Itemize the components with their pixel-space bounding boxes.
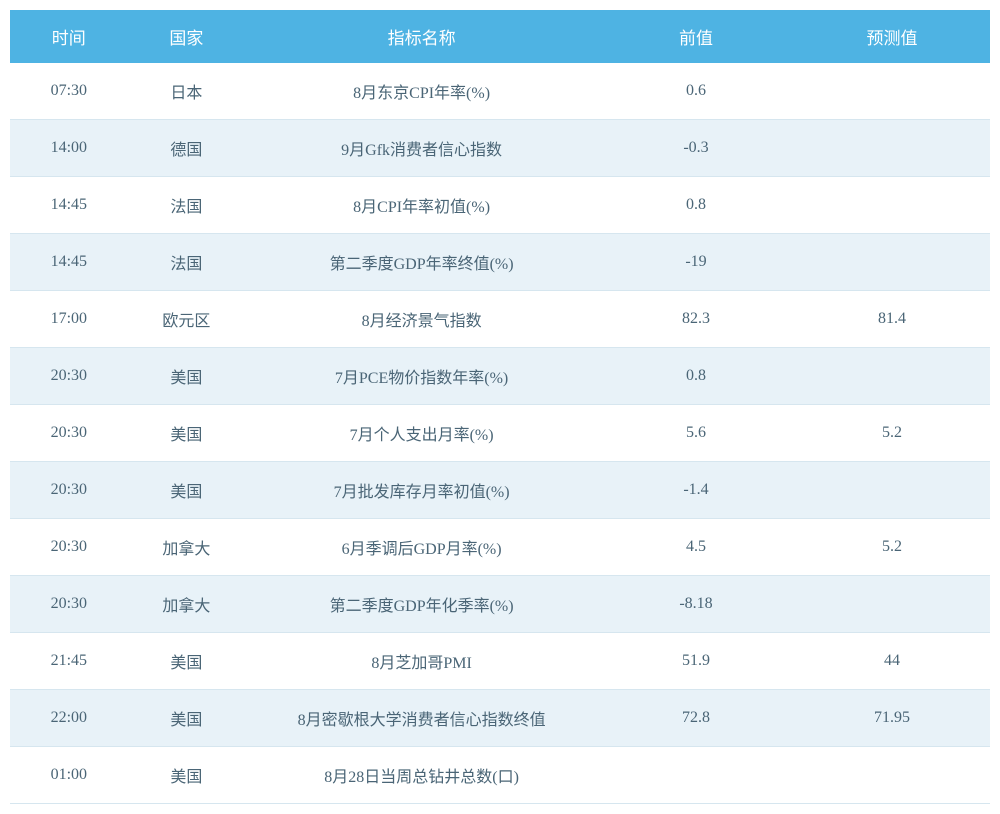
cell-forecast — [794, 120, 990, 177]
cell-forecast: 44 — [794, 633, 990, 690]
cell-previous: 0.8 — [598, 177, 794, 234]
cell-previous: -19 — [598, 234, 794, 291]
cell-country: 美国 — [128, 690, 246, 747]
cell-indicator: 7月批发库存月率初值(%) — [245, 462, 598, 519]
cell-forecast — [794, 576, 990, 633]
table-row: 01:00美国8月28日当周总钻井总数(口) — [10, 747, 990, 804]
cell-forecast — [794, 63, 990, 120]
table-row: 20:30美国7月个人支出月率(%)5.65.2 — [10, 405, 990, 462]
cell-time: 14:45 — [10, 177, 128, 234]
table-row: 20:30美国7月PCE物价指数年率(%)0.8 — [10, 348, 990, 405]
table-row: 17:00欧元区8月经济景气指数82.381.4 — [10, 291, 990, 348]
cell-country: 日本 — [128, 63, 246, 120]
table-row: 20:30美国7月批发库存月率初值(%)-1.4 — [10, 462, 990, 519]
cell-indicator: 7月个人支出月率(%) — [245, 405, 598, 462]
cell-country: 美国 — [128, 348, 246, 405]
economic-indicators-table: 时间 国家 指标名称 前值 预测值 07:30日本8月东京CPI年率(%)0.6… — [10, 10, 990, 804]
cell-previous: 82.3 — [598, 291, 794, 348]
cell-indicator: 8月芝加哥PMI — [245, 633, 598, 690]
table-row: 20:30加拿大6月季调后GDP月率(%)4.55.2 — [10, 519, 990, 576]
cell-time: 20:30 — [10, 405, 128, 462]
cell-country: 加拿大 — [128, 519, 246, 576]
cell-forecast: 81.4 — [794, 291, 990, 348]
cell-forecast — [794, 462, 990, 519]
cell-previous: 0.6 — [598, 63, 794, 120]
cell-indicator: 6月季调后GDP月率(%) — [245, 519, 598, 576]
cell-time: 22:00 — [10, 690, 128, 747]
table-row: 14:00德国9月Gfk消费者信心指数-0.3 — [10, 120, 990, 177]
cell-country: 法国 — [128, 234, 246, 291]
cell-indicator: 7月PCE物价指数年率(%) — [245, 348, 598, 405]
cell-previous: 51.9 — [598, 633, 794, 690]
cell-time: 01:00 — [10, 747, 128, 804]
cell-indicator: 8月密歇根大学消费者信心指数终值 — [245, 690, 598, 747]
cell-previous: 5.6 — [598, 405, 794, 462]
cell-forecast — [794, 177, 990, 234]
header-time: 时间 — [10, 10, 128, 63]
cell-forecast — [794, 234, 990, 291]
cell-time: 20:30 — [10, 462, 128, 519]
cell-indicator: 第二季度GDP年率终值(%) — [245, 234, 598, 291]
cell-forecast — [794, 348, 990, 405]
table-body: 07:30日本8月东京CPI年率(%)0.614:00德国9月Gfk消费者信心指… — [10, 63, 990, 804]
cell-indicator: 8月东京CPI年率(%) — [245, 63, 598, 120]
cell-time: 21:45 — [10, 633, 128, 690]
header-previous: 前值 — [598, 10, 794, 63]
header-indicator: 指标名称 — [245, 10, 598, 63]
cell-country: 加拿大 — [128, 576, 246, 633]
table-row: 22:00美国8月密歇根大学消费者信心指数终值72.871.95 — [10, 690, 990, 747]
table-row: 21:45美国8月芝加哥PMI51.944 — [10, 633, 990, 690]
cell-indicator: 第二季度GDP年化季率(%) — [245, 576, 598, 633]
table-row: 14:45法国8月CPI年率初值(%)0.8 — [10, 177, 990, 234]
cell-time: 07:30 — [10, 63, 128, 120]
cell-country: 法国 — [128, 177, 246, 234]
cell-time: 17:00 — [10, 291, 128, 348]
cell-previous: 4.5 — [598, 519, 794, 576]
table-row: 20:30加拿大第二季度GDP年化季率(%)-8.18 — [10, 576, 990, 633]
cell-country: 美国 — [128, 633, 246, 690]
cell-indicator: 9月Gfk消费者信心指数 — [245, 120, 598, 177]
table-row: 07:30日本8月东京CPI年率(%)0.6 — [10, 63, 990, 120]
cell-country: 德国 — [128, 120, 246, 177]
cell-previous: 0.8 — [598, 348, 794, 405]
cell-indicator: 8月CPI年率初值(%) — [245, 177, 598, 234]
cell-country: 美国 — [128, 747, 246, 804]
cell-forecast: 5.2 — [794, 519, 990, 576]
cell-indicator: 8月28日当周总钻井总数(口) — [245, 747, 598, 804]
cell-country: 美国 — [128, 462, 246, 519]
cell-forecast: 5.2 — [794, 405, 990, 462]
cell-previous: -0.3 — [598, 120, 794, 177]
cell-previous: -8.18 — [598, 576, 794, 633]
cell-country: 欧元区 — [128, 291, 246, 348]
cell-time: 20:30 — [10, 348, 128, 405]
header-forecast: 预测值 — [794, 10, 990, 63]
cell-time: 20:30 — [10, 576, 128, 633]
cell-forecast: 71.95 — [794, 690, 990, 747]
cell-forecast — [794, 747, 990, 804]
cell-previous — [598, 747, 794, 804]
cell-country: 美国 — [128, 405, 246, 462]
cell-time: 14:45 — [10, 234, 128, 291]
data-table: 时间 国家 指标名称 前值 预测值 07:30日本8月东京CPI年率(%)0.6… — [10, 10, 990, 804]
cell-time: 14:00 — [10, 120, 128, 177]
cell-time: 20:30 — [10, 519, 128, 576]
header-country: 国家 — [128, 10, 246, 63]
cell-previous: -1.4 — [598, 462, 794, 519]
table-row: 14:45法国第二季度GDP年率终值(%)-19 — [10, 234, 990, 291]
cell-indicator: 8月经济景气指数 — [245, 291, 598, 348]
cell-previous: 72.8 — [598, 690, 794, 747]
table-header-row: 时间 国家 指标名称 前值 预测值 — [10, 10, 990, 63]
